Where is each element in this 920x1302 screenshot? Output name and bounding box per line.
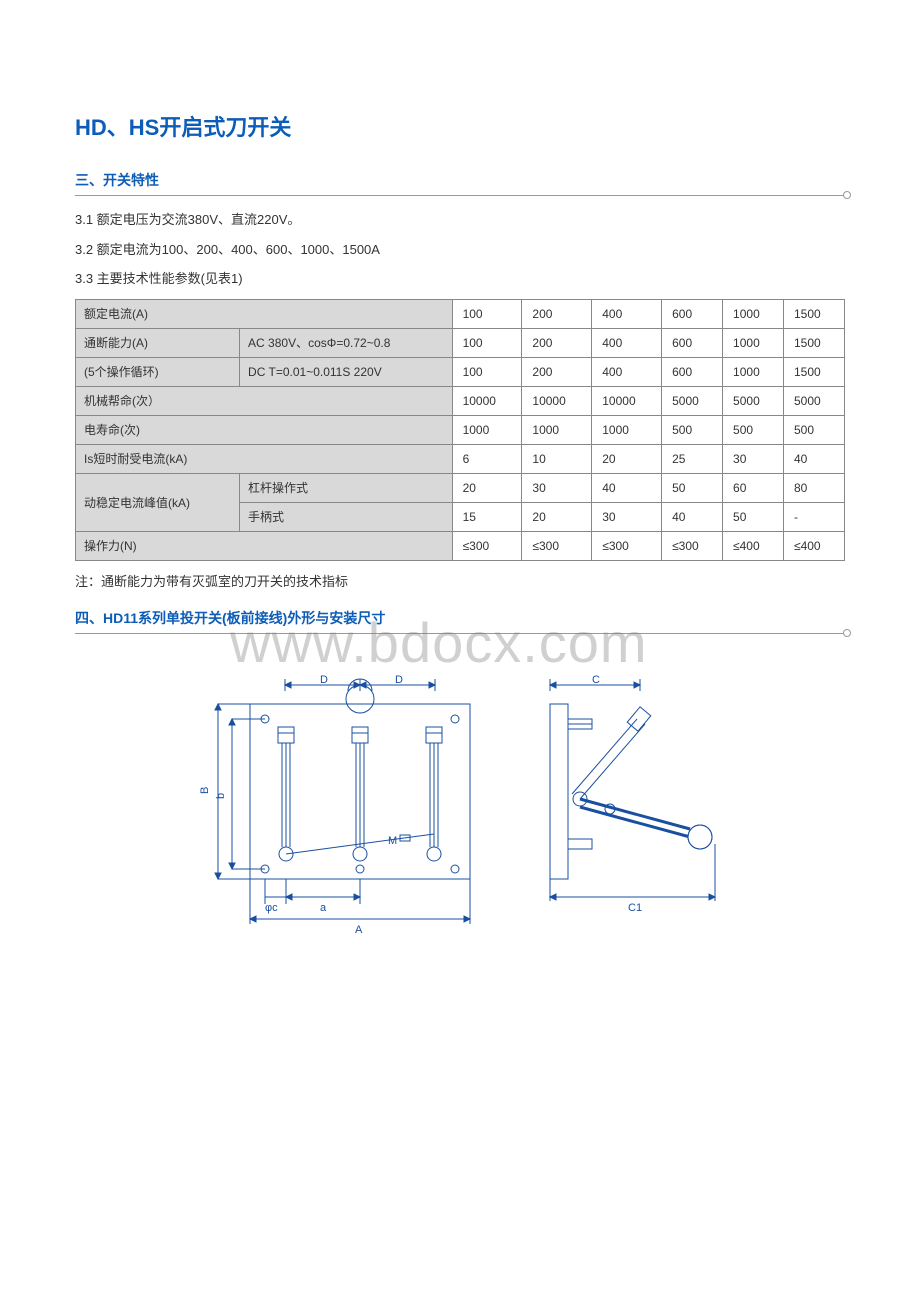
cell: 1000	[592, 415, 662, 444]
cell: 400	[592, 328, 662, 357]
cell: 1000	[723, 328, 784, 357]
cell: 500	[784, 415, 845, 444]
row-label: 动稳定电流峰值(kA)	[76, 473, 240, 531]
cell: 600	[662, 328, 723, 357]
cell: 15	[452, 502, 522, 531]
cell: ≤300	[592, 531, 662, 560]
cell: 100	[452, 328, 522, 357]
cell: 1000	[723, 357, 784, 386]
row-label: 机械帮命(次）	[76, 386, 453, 415]
spec-line-3: 3.3 主要技术性能参数(见表1)	[75, 269, 845, 289]
row-label: 通断能力(A)	[76, 328, 240, 357]
cell: 5000	[784, 386, 845, 415]
dim-A: A	[355, 924, 363, 936]
table-row: (5个操作循环) DC T=0.01~0.011S 220V 100 200 4…	[76, 357, 845, 386]
cell: 30	[522, 473, 592, 502]
dim-b: b	[215, 792, 227, 798]
dim-C: C	[592, 674, 600, 686]
cell: 100	[452, 357, 522, 386]
row-sublabel: AC 380V、cosΦ=0.72~0.8	[240, 328, 453, 357]
cell: 5000	[662, 386, 723, 415]
cell: 10000	[592, 386, 662, 415]
cell: 40	[592, 473, 662, 502]
table-row: 机械帮命(次） 10000 10000 10000 5000 5000 5000	[76, 386, 845, 415]
cell: 400	[592, 357, 662, 386]
cell: 500	[723, 415, 784, 444]
cell: 5000	[723, 386, 784, 415]
cell: 500	[662, 415, 723, 444]
table-row: Is短时耐受电流(kA) 6 10 20 25 30 40	[76, 444, 845, 473]
cell: 20	[452, 473, 522, 502]
cell: ≤300	[452, 531, 522, 560]
cell: 1000	[452, 415, 522, 444]
technical-diagram: D D	[75, 659, 845, 949]
cell: 20	[592, 444, 662, 473]
cell: 10	[522, 444, 592, 473]
dim-phic: φc	[265, 902, 278, 914]
cell: 25	[662, 444, 723, 473]
table-row: 动稳定电流峰值(kA) 杠杆操作式 20 30 40 50 60 80	[76, 473, 845, 502]
cell: 400	[592, 299, 662, 328]
cell: ≤300	[522, 531, 592, 560]
cell: ≤400	[723, 531, 784, 560]
dim-B: B	[199, 786, 211, 793]
dim-a: a	[320, 902, 327, 914]
cell: 1000	[723, 299, 784, 328]
row-sublabel: 手柄式	[240, 502, 453, 531]
cell: 10000	[452, 386, 522, 415]
row-label: 额定电流(A)	[76, 299, 453, 328]
cell: 1500	[784, 357, 845, 386]
cell: 200	[522, 328, 592, 357]
cell: 200	[522, 299, 592, 328]
cell: 20	[522, 502, 592, 531]
spec-table: 额定电流(A) 100 200 400 600 1000 1500 通断能力(A…	[75, 299, 845, 561]
cell: 1500	[784, 328, 845, 357]
page-title: HD、HS开启式刀开关	[75, 110, 845, 142]
table-row: 操作力(N) ≤300 ≤300 ≤300 ≤300 ≤400 ≤400	[76, 531, 845, 560]
cell: 6	[452, 444, 522, 473]
cell: -	[784, 502, 845, 531]
cell: 80	[784, 473, 845, 502]
cell: 100	[452, 299, 522, 328]
cell: 50	[662, 473, 723, 502]
dim-D: D	[395, 674, 403, 686]
cell: 40	[784, 444, 845, 473]
cell: 600	[662, 299, 723, 328]
spec-line-1: 3.1 额定电压为交流380V、直流220V。	[75, 210, 845, 230]
row-label: 操作力(N)	[76, 531, 453, 560]
dim-M: M	[388, 835, 397, 847]
row-label: Is短时耐受电流(kA)	[76, 444, 453, 473]
cell: 60	[723, 473, 784, 502]
dim-D: D	[320, 674, 328, 686]
cell: 600	[662, 357, 723, 386]
cell: ≤300	[662, 531, 723, 560]
cell: 10000	[522, 386, 592, 415]
row-label: (5个操作循环)	[76, 357, 240, 386]
row-sublabel: DC T=0.01~0.011S 220V	[240, 357, 453, 386]
cell: 1500	[784, 299, 845, 328]
cell: 1000	[522, 415, 592, 444]
cell: 200	[522, 357, 592, 386]
cell: 30	[723, 444, 784, 473]
dim-C1: C1	[628, 902, 642, 914]
cell: 40	[662, 502, 723, 531]
table-note: 注：通断能力为带有灭弧室的刀开关的技术指标	[75, 571, 845, 590]
cell: ≤400	[784, 531, 845, 560]
spec-line-2: 3.2 额定电流为100、200、400、600、1000、1500A	[75, 240, 845, 260]
table-row: 通断能力(A) AC 380V、cosΦ=0.72~0.8 100 200 40…	[76, 328, 845, 357]
table-row: 额定电流(A) 100 200 400 600 1000 1500	[76, 299, 845, 328]
section3-heading: 三、开关特性	[75, 170, 845, 196]
row-sublabel: 杠杆操作式	[240, 473, 453, 502]
row-label: 电寿命(次)	[76, 415, 453, 444]
cell: 50	[723, 502, 784, 531]
section4-heading: 四、HD11系列单投开关(板前接线)外形与安装尺寸	[75, 608, 845, 634]
table-row: 电寿命(次) 1000 1000 1000 500 500 500	[76, 415, 845, 444]
cell: 30	[592, 502, 662, 531]
